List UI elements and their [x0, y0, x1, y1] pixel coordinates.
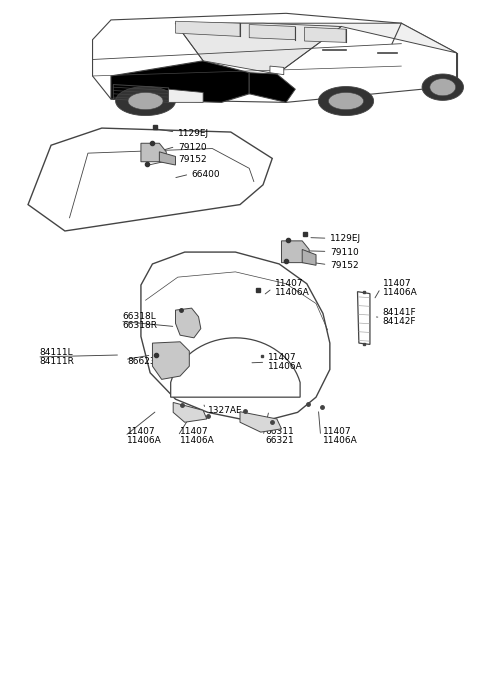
Polygon shape	[318, 87, 373, 116]
Polygon shape	[173, 402, 207, 422]
Text: 79120: 79120	[178, 143, 206, 151]
Polygon shape	[430, 79, 456, 96]
Polygon shape	[249, 24, 295, 40]
Polygon shape	[270, 66, 284, 75]
Text: 79152: 79152	[330, 260, 359, 270]
Text: 11407: 11407	[275, 279, 303, 288]
Text: 1327AE: 1327AE	[208, 406, 242, 415]
Text: 11407: 11407	[180, 427, 209, 436]
Text: 11406A: 11406A	[275, 289, 309, 297]
Polygon shape	[422, 74, 464, 100]
Polygon shape	[176, 24, 341, 74]
Text: 84111L: 84111L	[39, 348, 73, 357]
Polygon shape	[240, 412, 281, 432]
Text: 79110: 79110	[330, 248, 359, 256]
Text: 84111R: 84111R	[39, 357, 74, 366]
Polygon shape	[111, 61, 249, 102]
Text: 66318R: 66318R	[122, 322, 157, 330]
Text: 11407: 11407	[127, 427, 156, 436]
Text: 84142F: 84142F	[383, 318, 416, 326]
Polygon shape	[168, 90, 203, 102]
Text: 11406A: 11406A	[383, 289, 418, 297]
Polygon shape	[153, 342, 189, 380]
Text: 66400: 66400	[192, 170, 220, 180]
Polygon shape	[116, 87, 176, 116]
Polygon shape	[328, 92, 363, 110]
Text: 66311: 66311	[265, 427, 294, 436]
Polygon shape	[93, 13, 456, 102]
Text: 66321: 66321	[265, 436, 294, 446]
Polygon shape	[171, 338, 300, 397]
Text: 11407: 11407	[383, 279, 411, 288]
Text: 79152: 79152	[178, 155, 206, 164]
Polygon shape	[304, 27, 346, 42]
Text: 11406A: 11406A	[268, 362, 302, 371]
Text: 11407: 11407	[323, 427, 351, 436]
Text: 84141F: 84141F	[383, 308, 417, 317]
Text: 11406A: 11406A	[127, 436, 162, 446]
Text: 11406A: 11406A	[180, 436, 215, 446]
Text: 66318L: 66318L	[122, 312, 156, 321]
Polygon shape	[176, 22, 240, 36]
Text: 86623K: 86623K	[127, 357, 162, 366]
Text: 11407: 11407	[268, 353, 296, 362]
Text: 11406A: 11406A	[323, 436, 358, 446]
Polygon shape	[141, 143, 166, 162]
Polygon shape	[141, 252, 330, 419]
Polygon shape	[128, 92, 163, 110]
Text: 1129EJ: 1129EJ	[178, 129, 209, 138]
Polygon shape	[176, 24, 456, 53]
Polygon shape	[302, 250, 316, 265]
Polygon shape	[28, 128, 272, 231]
Polygon shape	[358, 291, 370, 345]
Text: 1129EJ: 1129EJ	[330, 234, 361, 244]
Polygon shape	[176, 308, 201, 338]
Polygon shape	[281, 241, 309, 262]
Polygon shape	[159, 152, 176, 165]
Polygon shape	[249, 73, 295, 102]
